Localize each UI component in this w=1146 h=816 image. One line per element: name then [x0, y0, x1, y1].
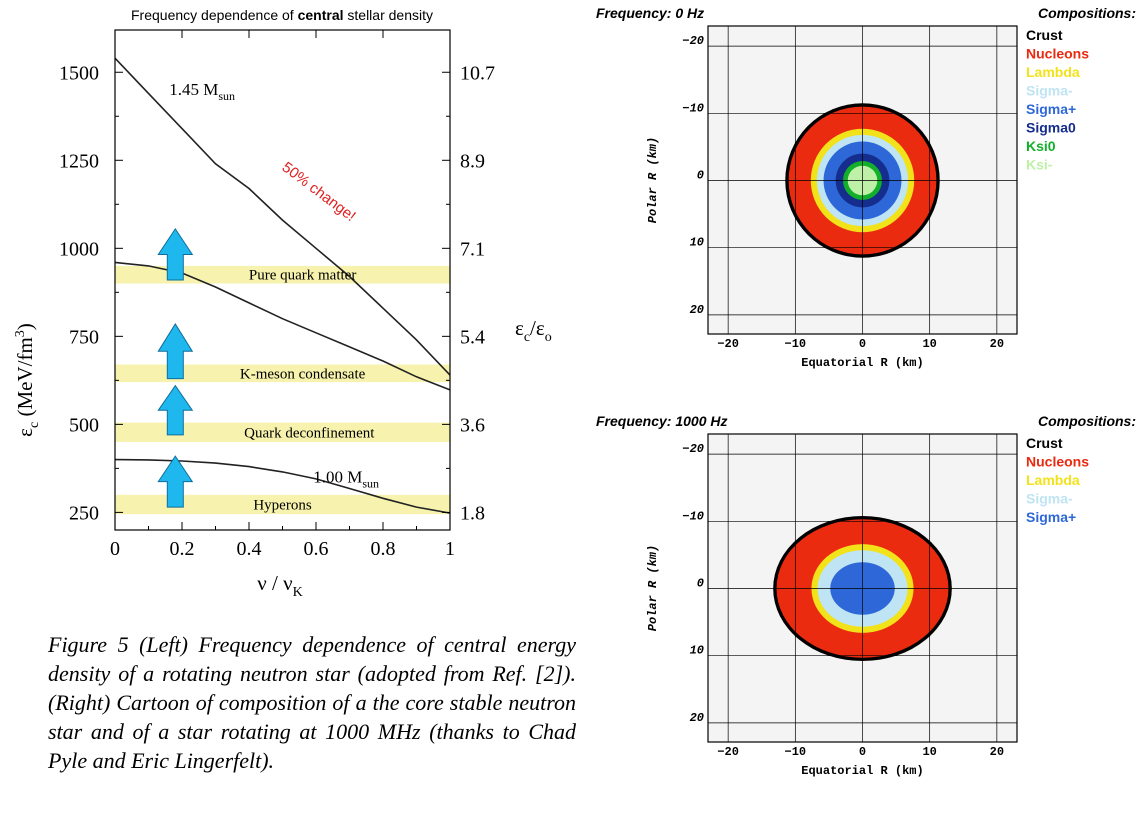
legend-item-sigma0: Sigma0 — [1026, 120, 1076, 136]
legend-item-ksi-: Ksi- — [1026, 157, 1053, 173]
plot-frame — [707, 433, 1018, 743]
y-axis-label: Polar R (km) — [646, 137, 660, 223]
band-0 — [115, 265, 450, 284]
y-axis-label: εc (MeV/fm3) — [13, 323, 42, 437]
legend-item-sigma-: Sigma- — [1026, 491, 1073, 507]
band-label-1: K-meson condensate — [240, 366, 366, 382]
y-tick-label: 10 — [690, 236, 704, 250]
y-tick-label: −20 — [682, 442, 704, 456]
plot-frame — [707, 25, 1018, 335]
series-line-0 — [114, 57, 451, 376]
x-tick-label: 10 — [922, 337, 936, 351]
y-tick-label: −20 — [682, 34, 704, 48]
band-label-2: Quark deconfinement — [244, 425, 375, 441]
y-tick-label: 10 — [690, 644, 704, 658]
y-tick-label: 1000 — [59, 238, 99, 260]
band-label-0: Pure quark matter — [249, 268, 356, 284]
y2-tick-label: 8.9 — [460, 150, 485, 172]
x-tick-label: 0 — [859, 745, 866, 759]
series-label-1: 1.00 Msun — [313, 467, 379, 490]
y-tick-label: 750 — [69, 326, 99, 348]
y-tick-label: 0 — [697, 169, 704, 183]
figure-caption: Figure 5 (Left) Frequency dependence of … — [48, 632, 576, 773]
y-tick-label: 1250 — [59, 150, 99, 172]
legend-item-sigma+: Sigma+ — [1026, 509, 1076, 525]
band-2 — [115, 422, 450, 442]
y2-axis-label: εc/εo — [515, 316, 552, 345]
central-density-chart: Frequency dependence of central stellar … — [13, 7, 552, 600]
up-arrow-2 — [157, 384, 194, 436]
band-3 — [115, 494, 450, 515]
x-tick-label: 0 — [859, 337, 866, 351]
x-tick-label: −20 — [717, 337, 739, 351]
y-tick-label: 250 — [69, 502, 99, 524]
composition-chart-1000hz: Frequency: 1000 Hz Compositions: −20 20 −10 1… — [596, 413, 1136, 778]
legend-item-crust: Crust — [1026, 435, 1063, 451]
up-arrow-3 — [157, 455, 194, 508]
band-1 — [115, 364, 450, 383]
y2-tick-label: 1.8 — [460, 502, 485, 524]
legend-item-crust: Crust — [1026, 27, 1063, 43]
frequency-title: Frequency: 1000 Hz — [596, 413, 728, 429]
legend-item-lambda: Lambda — [1026, 472, 1080, 488]
composition-chart-0hz: Frequency: 0 Hz Compositions: −20 20 −10 10 0 0… — [596, 5, 1136, 370]
y-tick-label: 20 — [690, 303, 704, 317]
up-arrow-1 — [157, 323, 194, 380]
y2-tick-label: 10.7 — [460, 62, 495, 84]
x-tick-label: 0.6 — [304, 538, 329, 560]
x-tick-label: 0.2 — [170, 538, 195, 560]
legend-item-lambda: Lambda — [1026, 64, 1080, 80]
up-arrow-0 — [157, 227, 194, 281]
x-tick-label: 1 — [445, 538, 455, 560]
y-tick-label: 20 — [690, 711, 704, 725]
x-axis-label: Equatorial R (km) — [801, 764, 923, 778]
x-axis-label: ν / νK — [257, 571, 302, 600]
series-label-0: 1.45 Msun — [169, 80, 235, 103]
x-tick-label: 0.8 — [371, 538, 396, 560]
legend-item-nucleons: Nucleons — [1026, 46, 1089, 62]
frequency-title: Frequency: 0 Hz — [596, 5, 704, 21]
x-tick-label: −20 — [717, 745, 739, 759]
x-tick-label: 0.4 — [237, 538, 262, 560]
x-axis-label: Equatorial R (km) — [801, 356, 923, 370]
y-tick-label: 0 — [697, 577, 704, 591]
y-tick-label: −10 — [682, 509, 704, 523]
x-tick-label: 10 — [922, 745, 936, 759]
x-tick-label: −10 — [785, 745, 807, 759]
legend-item-sigma-: Sigma- — [1026, 83, 1073, 99]
y-tick-label: −10 — [682, 101, 704, 115]
x-tick-label: −10 — [785, 337, 807, 351]
y2-tick-label: 7.1 — [460, 238, 485, 260]
legend-title: Compositions: — [1038, 413, 1136, 429]
y-tick-label: 1500 — [59, 62, 99, 84]
legend-item-ksi0: Ksi0 — [1026, 138, 1056, 154]
y2-tick-label: 5.4 — [460, 326, 485, 348]
x-tick-label: 20 — [990, 337, 1004, 351]
chart-title: Frequency dependence of central stellar … — [131, 7, 433, 23]
x-tick-label: 20 — [990, 745, 1004, 759]
series-line-1 — [114, 458, 451, 514]
x-tick-label: 0 — [110, 538, 120, 560]
y-tick-label: 500 — [69, 414, 99, 436]
y2-tick-label: 3.6 — [460, 414, 485, 436]
legend-title: Compositions: — [1038, 5, 1136, 21]
legend-item-sigma+: Sigma+ — [1026, 101, 1076, 117]
annotation-text: 50% change! — [279, 159, 359, 225]
legend-item-nucleons: Nucleons — [1026, 454, 1089, 470]
y-axis-label: Polar R (km) — [646, 545, 660, 631]
band-label-3: Hyperons — [253, 497, 311, 513]
